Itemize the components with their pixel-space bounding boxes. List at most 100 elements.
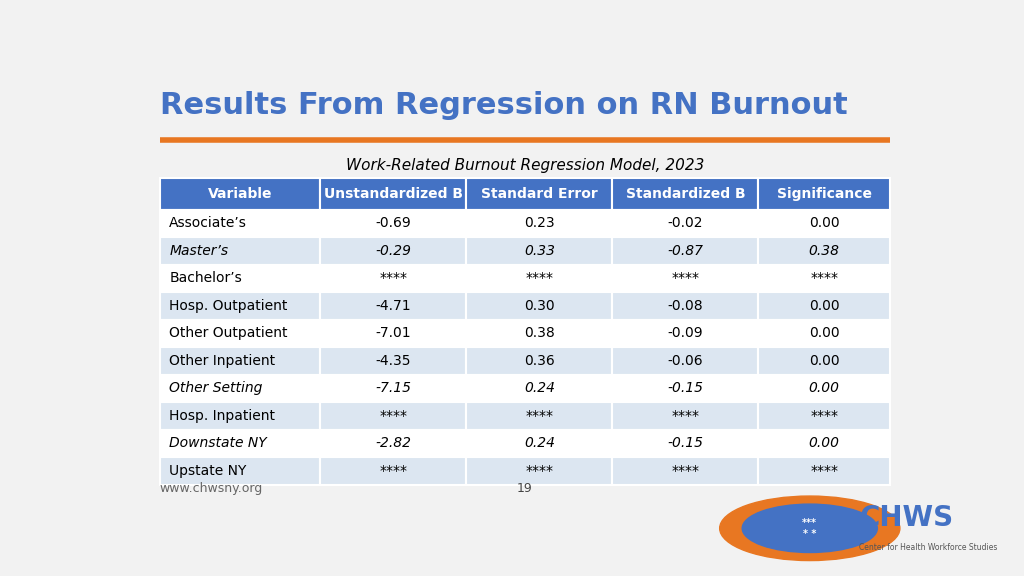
Text: 19: 19 (517, 482, 532, 495)
FancyBboxPatch shape (612, 430, 759, 457)
Text: CHWS: CHWS (859, 504, 953, 532)
Text: 0.38: 0.38 (809, 244, 840, 258)
Text: -4.35: -4.35 (376, 354, 411, 368)
FancyBboxPatch shape (759, 237, 890, 265)
Circle shape (720, 496, 900, 560)
Text: 0.38: 0.38 (524, 327, 555, 340)
FancyBboxPatch shape (160, 430, 321, 457)
Circle shape (742, 504, 878, 552)
FancyBboxPatch shape (321, 265, 466, 292)
Text: Bachelor’s: Bachelor’s (169, 271, 242, 286)
FancyBboxPatch shape (321, 457, 466, 484)
Text: ****: **** (525, 271, 553, 286)
FancyBboxPatch shape (160, 375, 321, 402)
Text: 0.36: 0.36 (524, 354, 555, 368)
FancyBboxPatch shape (321, 320, 466, 347)
FancyBboxPatch shape (466, 210, 612, 237)
FancyBboxPatch shape (466, 265, 612, 292)
FancyBboxPatch shape (759, 292, 890, 320)
Text: Hosp. Outpatient: Hosp. Outpatient (169, 299, 288, 313)
FancyBboxPatch shape (612, 265, 759, 292)
Text: 0.23: 0.23 (524, 217, 555, 230)
FancyBboxPatch shape (160, 320, 321, 347)
FancyBboxPatch shape (466, 375, 612, 402)
Text: Variable: Variable (208, 187, 272, 201)
FancyBboxPatch shape (160, 347, 321, 375)
FancyBboxPatch shape (759, 457, 890, 484)
FancyBboxPatch shape (612, 320, 759, 347)
FancyBboxPatch shape (466, 402, 612, 430)
Text: ****: **** (379, 464, 408, 478)
Text: ****: **** (810, 271, 839, 286)
FancyBboxPatch shape (321, 402, 466, 430)
FancyBboxPatch shape (612, 292, 759, 320)
Text: -7.15: -7.15 (376, 381, 412, 396)
FancyBboxPatch shape (612, 457, 759, 484)
Text: ***
* *: *** * * (802, 517, 817, 539)
FancyBboxPatch shape (759, 402, 890, 430)
Text: -0.15: -0.15 (668, 381, 703, 396)
FancyBboxPatch shape (759, 178, 890, 210)
FancyBboxPatch shape (466, 430, 612, 457)
Text: 0.33: 0.33 (524, 244, 555, 258)
Text: 0.00: 0.00 (809, 437, 840, 450)
Text: ****: **** (379, 271, 408, 286)
Text: -7.01: -7.01 (376, 327, 412, 340)
FancyBboxPatch shape (759, 375, 890, 402)
FancyBboxPatch shape (160, 457, 321, 484)
Text: Other Setting: Other Setting (169, 381, 262, 396)
FancyBboxPatch shape (612, 178, 759, 210)
FancyBboxPatch shape (466, 237, 612, 265)
Text: Results From Regression on RN Burnout: Results From Regression on RN Burnout (160, 92, 848, 120)
FancyBboxPatch shape (612, 237, 759, 265)
Text: ****: **** (379, 409, 408, 423)
FancyBboxPatch shape (466, 178, 612, 210)
FancyBboxPatch shape (466, 292, 612, 320)
Text: Other Inpatient: Other Inpatient (169, 354, 275, 368)
FancyBboxPatch shape (759, 320, 890, 347)
Text: ****: **** (810, 409, 839, 423)
FancyBboxPatch shape (160, 402, 321, 430)
Text: 0.00: 0.00 (809, 381, 840, 396)
FancyBboxPatch shape (759, 265, 890, 292)
FancyBboxPatch shape (160, 178, 321, 210)
Text: 0.00: 0.00 (809, 354, 840, 368)
Text: ****: **** (672, 409, 699, 423)
Text: -0.06: -0.06 (668, 354, 703, 368)
FancyBboxPatch shape (612, 402, 759, 430)
Text: www.chwsny.org: www.chwsny.org (160, 482, 263, 495)
FancyBboxPatch shape (321, 430, 466, 457)
FancyBboxPatch shape (466, 457, 612, 484)
FancyBboxPatch shape (160, 265, 321, 292)
Text: -0.15: -0.15 (668, 437, 703, 450)
FancyBboxPatch shape (759, 347, 890, 375)
FancyBboxPatch shape (612, 210, 759, 237)
Text: Work-Related Burnout Regression Model, 2023: Work-Related Burnout Regression Model, 2… (346, 158, 703, 173)
FancyBboxPatch shape (321, 292, 466, 320)
Text: ****: **** (672, 271, 699, 286)
Text: Standard Error: Standard Error (481, 187, 598, 201)
FancyBboxPatch shape (321, 237, 466, 265)
Text: 0.00: 0.00 (809, 217, 840, 230)
Text: ****: **** (525, 409, 553, 423)
Text: Standardized B: Standardized B (626, 187, 745, 201)
FancyBboxPatch shape (759, 210, 890, 237)
Text: Other Outpatient: Other Outpatient (169, 327, 288, 340)
Text: -0.02: -0.02 (668, 217, 703, 230)
Text: -0.08: -0.08 (668, 299, 703, 313)
FancyBboxPatch shape (160, 210, 321, 237)
Text: Hosp. Inpatient: Hosp. Inpatient (169, 409, 275, 423)
FancyBboxPatch shape (612, 347, 759, 375)
Text: 0.00: 0.00 (809, 327, 840, 340)
Text: -0.69: -0.69 (376, 217, 412, 230)
FancyBboxPatch shape (321, 375, 466, 402)
FancyBboxPatch shape (466, 320, 612, 347)
FancyBboxPatch shape (466, 347, 612, 375)
Text: 0.30: 0.30 (524, 299, 555, 313)
Text: Upstate NY: Upstate NY (169, 464, 247, 478)
Text: 0.24: 0.24 (524, 437, 555, 450)
Text: -0.09: -0.09 (668, 327, 703, 340)
Text: Center for Health Workforce Studies: Center for Health Workforce Studies (859, 543, 997, 552)
Text: ****: **** (525, 464, 553, 478)
Text: Significance: Significance (776, 187, 871, 201)
